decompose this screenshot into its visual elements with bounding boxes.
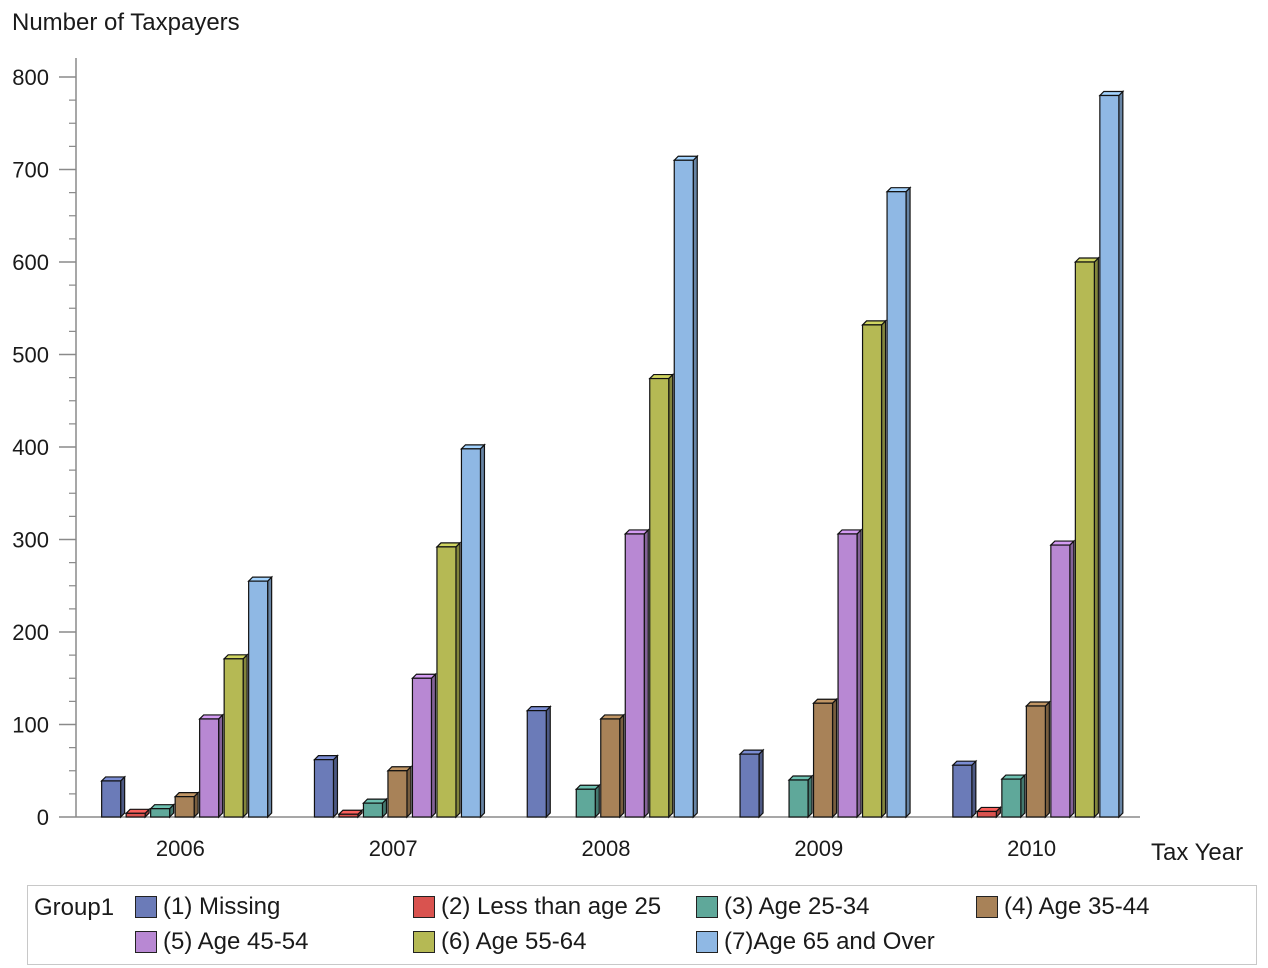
x-tick-label: 2008 — [582, 836, 631, 861]
legend-swatch — [135, 896, 157, 918]
bar — [575, 788, 596, 818]
y-tick-label: 0 — [37, 805, 49, 830]
bar — [739, 753, 760, 818]
bar-side — [218, 713, 224, 819]
bar — [673, 159, 694, 818]
bar — [101, 780, 122, 818]
bar — [526, 710, 547, 818]
y-tick-label: 700 — [12, 158, 49, 183]
legend-label: (1) Missing — [163, 893, 281, 920]
legend-item: (1) Missing — [135, 893, 280, 921]
bar — [313, 759, 335, 818]
bar — [952, 764, 973, 818]
legend-swatch — [976, 896, 998, 918]
legend-label: (6) Age 55-64 — [441, 928, 587, 955]
legend-item: (3) Age 25-34 — [696, 893, 869, 921]
y-tick-label: 800 — [12, 65, 49, 90]
bar-side — [479, 443, 486, 819]
legend-swatch — [413, 896, 435, 918]
bar — [886, 191, 907, 818]
bar — [199, 718, 220, 818]
y-tick-label: 300 — [12, 528, 49, 553]
bar — [1025, 705, 1046, 818]
legend-swatch — [696, 896, 718, 918]
bar — [411, 677, 433, 818]
bar — [624, 533, 645, 818]
y-tick-label: 600 — [12, 250, 49, 275]
bar — [837, 533, 858, 818]
bar-top — [648, 373, 675, 380]
bar — [436, 546, 457, 818]
legend-item: (5) Age 45-54 — [135, 928, 308, 956]
bar-side — [242, 653, 248, 819]
legend-label: (5) Age 45-54 — [163, 928, 309, 955]
bar-side — [406, 765, 412, 819]
bar — [812, 702, 834, 818]
bar — [976, 810, 997, 818]
bar-side — [332, 754, 339, 819]
legend-label: (3) Age 25-34 — [724, 893, 870, 920]
y-tick-label: 500 — [12, 343, 49, 368]
bar — [861, 324, 883, 818]
bar — [1050, 544, 1071, 818]
legend: Group1 (1) Missing (2) Less than age 25 (3… — [27, 885, 1257, 965]
bar — [649, 377, 670, 818]
bar — [1001, 778, 1022, 818]
y-tick-label: 100 — [12, 713, 49, 738]
bar — [1074, 261, 1095, 818]
legend-title: Group1 — [34, 894, 115, 921]
x-axis-label: Tax Year — [1151, 839, 1243, 866]
bar-side — [267, 575, 273, 819]
legend-item: (6) Age 55-64 — [413, 928, 586, 956]
legend-swatch — [135, 931, 157, 953]
bar — [788, 779, 809, 818]
bar — [174, 796, 195, 818]
x-tick-label: 2007 — [369, 836, 418, 861]
bar-top — [861, 320, 887, 326]
bar-side — [430, 672, 437, 819]
y-tick-label: 400 — [12, 435, 49, 460]
bar — [223, 658, 244, 818]
legend-label: (4) Age 35-44 — [1004, 893, 1150, 920]
bar — [1099, 94, 1120, 818]
bar-chart: Number of Taxpayers Tax Year 0 100 200 300 4… — [12, 9, 1243, 866]
plot-area: 0 100 200 300 400 500 600 700 800 2006 2007 2008 200… — [12, 58, 1140, 861]
x-tick-label: 2010 — [1007, 836, 1056, 861]
bar — [460, 448, 482, 818]
legend-label: (7)Age 65 and Over — [724, 928, 935, 955]
bar — [338, 813, 359, 818]
legend-item: (4) Age 35-44 — [976, 893, 1149, 921]
y-tick-label: 200 — [12, 620, 49, 645]
bar — [150, 808, 171, 818]
legend-swatch — [413, 931, 435, 953]
legend-item: (7)Age 65 and Over — [696, 928, 935, 956]
legend-label: (2) Less than age 25 — [441, 893, 662, 920]
legend-swatch — [696, 931, 718, 953]
bar — [125, 812, 146, 818]
bar — [387, 770, 408, 818]
x-tick-label: 2009 — [794, 836, 843, 861]
bar — [362, 802, 384, 818]
bar-side — [455, 541, 461, 819]
x-tick-label: 2006 — [156, 836, 205, 861]
y-axis-label: Number of Taxpayers — [12, 9, 240, 36]
bar — [248, 580, 269, 818]
legend-item: (2) Less than age 25 — [413, 893, 661, 921]
bar — [600, 718, 621, 818]
